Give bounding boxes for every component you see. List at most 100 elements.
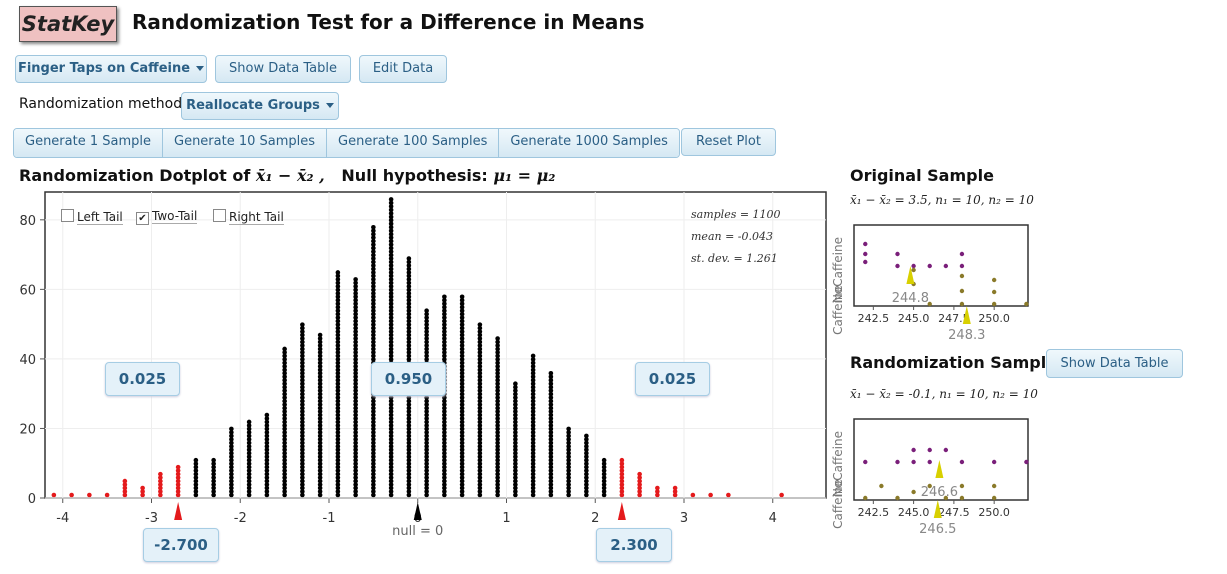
dot	[442, 297, 447, 303]
dot	[513, 482, 518, 487]
dot	[353, 419, 358, 425]
dot	[388, 325, 394, 331]
dot	[353, 489, 358, 494]
dot	[371, 353, 376, 359]
dot	[477, 471, 483, 477]
dot	[371, 304, 376, 310]
dot	[584, 464, 589, 470]
dot	[584, 471, 589, 477]
y-tick-label: 20	[19, 422, 36, 437]
dot	[229, 475, 234, 480]
dot	[388, 468, 394, 473]
dot	[601, 492, 607, 498]
dot	[637, 475, 642, 480]
dot	[406, 464, 412, 470]
dot	[459, 457, 465, 463]
dot	[424, 471, 429, 477]
nocaffeine-dot	[927, 459, 932, 465]
dot	[619, 475, 625, 480]
right-tail-proportion[interactable]: 0.025	[635, 362, 710, 396]
dot	[601, 468, 607, 473]
dot	[317, 381, 323, 387]
dot	[424, 430, 429, 435]
dot	[371, 339, 376, 345]
show-data-table-button[interactable]: Show Data Table	[215, 55, 351, 83]
left-tail-checkbox[interactable]	[61, 209, 74, 222]
dot	[335, 419, 341, 425]
dot	[495, 489, 500, 494]
dot	[264, 416, 270, 421]
dot	[459, 471, 465, 477]
dot	[300, 412, 305, 418]
dot	[566, 447, 571, 453]
dot	[282, 489, 287, 494]
dot	[388, 214, 394, 220]
dot	[530, 409, 536, 414]
dot	[388, 478, 394, 484]
dot	[672, 492, 678, 498]
edit-data-button[interactable]: Edit Data	[359, 55, 447, 83]
group-label-top: NoCaffeine	[831, 431, 845, 497]
dot	[548, 402, 554, 407]
dot	[282, 457, 287, 463]
plot-frame	[44, 191, 827, 499]
left-tail-option[interactable]: Left Tail	[61, 209, 123, 225]
dot	[442, 308, 447, 314]
dot	[371, 280, 376, 286]
dot	[371, 294, 376, 300]
dot	[335, 284, 341, 289]
y-tick-label: 60	[19, 283, 36, 298]
dot	[300, 433, 305, 439]
left-tail-proportion[interactable]: 0.025	[105, 362, 180, 396]
dot	[584, 433, 589, 439]
dot	[406, 259, 412, 265]
right-cutoff-value[interactable]: 2.300	[596, 528, 672, 562]
dot	[477, 468, 483, 473]
dot	[530, 367, 536, 373]
randomization-method-dropdown[interactable]: Reallocate Groups	[181, 92, 339, 120]
dot	[371, 318, 376, 324]
dataset-dropdown[interactable]: Finger Taps on Caffeine	[15, 55, 207, 83]
two-tail-checkbox[interactable]: ✔	[136, 212, 149, 225]
dot	[495, 457, 500, 463]
dot	[424, 426, 429, 432]
dot	[371, 270, 376, 275]
dot	[459, 440, 465, 446]
dot	[353, 339, 358, 345]
dot	[548, 388, 554, 393]
nocaffeine-dot	[895, 251, 900, 257]
dot	[229, 489, 234, 494]
dot	[548, 492, 554, 498]
x-tick-label: -3	[145, 511, 158, 526]
dot	[495, 402, 500, 407]
generate-100-button[interactable]: Generate 100 Samples	[327, 129, 500, 157]
two-tail-option[interactable]: ✔ Two-Tail	[136, 209, 198, 225]
generate-1000-button[interactable]: Generate 1000 Samples	[499, 129, 679, 157]
dot	[459, 388, 465, 393]
dot	[548, 370, 554, 376]
middle-proportion[interactable]: 0.950	[371, 362, 446, 396]
dot	[406, 450, 412, 456]
dot	[548, 437, 554, 442]
left-cutoff-value[interactable]: -2.700	[143, 528, 219, 562]
dot	[388, 284, 394, 289]
generate-10-button[interactable]: Generate 10 Samples	[163, 129, 328, 157]
dot	[495, 461, 500, 467]
reset-plot-button[interactable]: Reset Plot	[681, 128, 776, 156]
dot	[442, 346, 447, 352]
caffeine-dot	[927, 301, 932, 307]
dot	[371, 450, 376, 456]
right-tail-checkbox[interactable]	[213, 209, 226, 222]
right-tail-option[interactable]: Right Tail	[213, 209, 284, 225]
dot	[246, 419, 252, 425]
dot	[229, 482, 234, 487]
dot	[513, 471, 518, 477]
dot	[477, 402, 483, 407]
randomization-show-data-table-button[interactable]: Show Data Table	[1046, 349, 1183, 378]
dot	[566, 440, 571, 446]
generate-1-button[interactable]: Generate 1 Sample	[14, 129, 163, 157]
dot	[264, 412, 270, 418]
right-cutoff-marker	[617, 502, 626, 520]
dot	[406, 478, 412, 484]
dot	[317, 475, 323, 480]
